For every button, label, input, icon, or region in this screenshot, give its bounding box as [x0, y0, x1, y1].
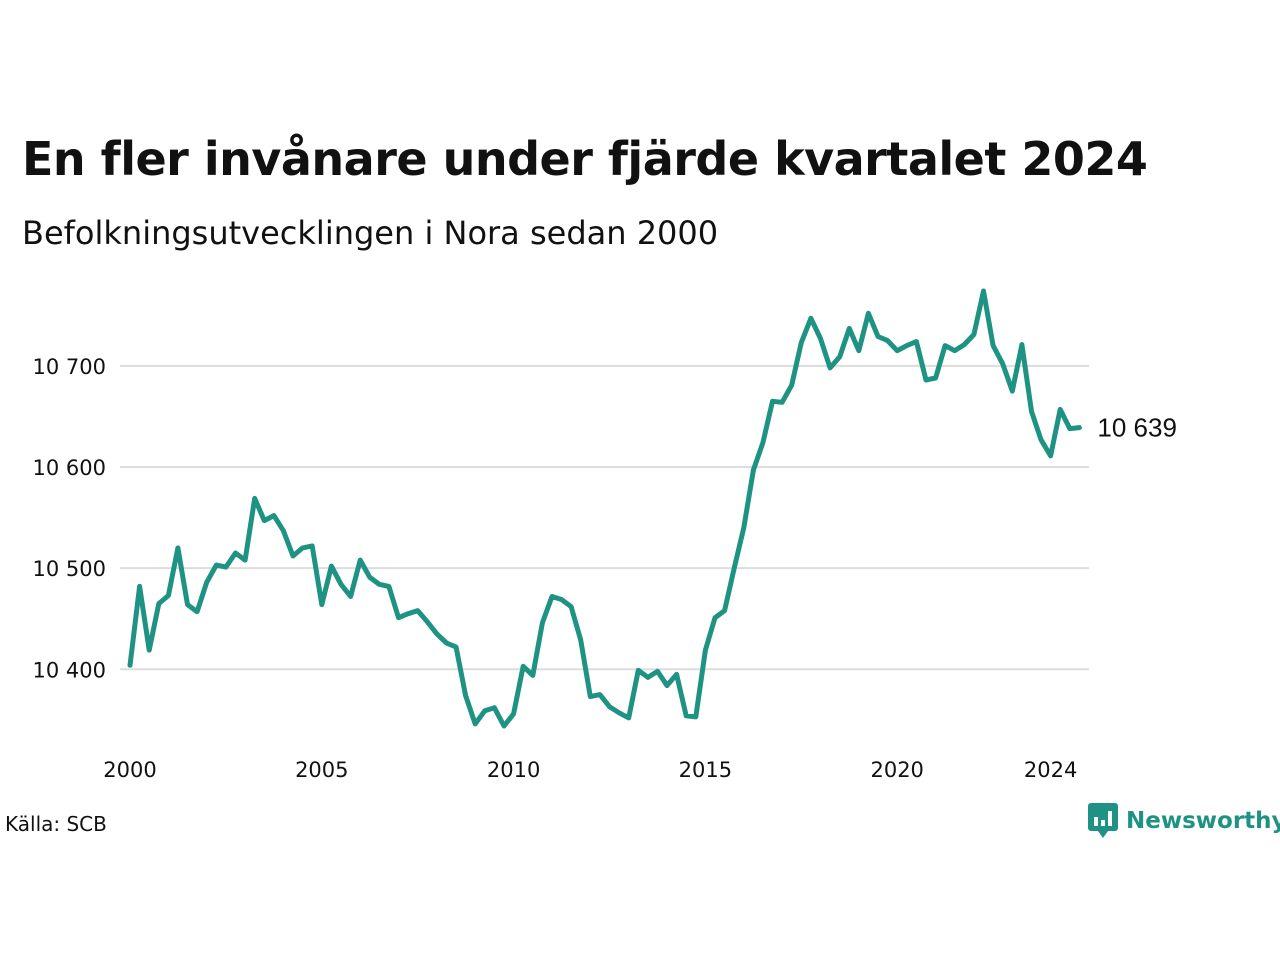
x-tick-label: 2015: [679, 758, 732, 782]
x-tick-label: 2005: [295, 758, 348, 782]
y-tick-label: 10 400: [33, 658, 106, 682]
end-value-label: 10 639: [1097, 413, 1177, 443]
brand-logo[interactable]: Newsworthy: [1088, 803, 1280, 839]
source-label: Källa: SCB: [5, 812, 107, 836]
brand-name: Newsworthy: [1126, 808, 1280, 834]
x-tick-label: 2000: [103, 758, 156, 782]
grid-lines: [120, 364, 1089, 671]
population-line: [127, 288, 1082, 729]
y-tick-label: 10 700: [33, 355, 106, 379]
x-tick-label: 2020: [870, 758, 923, 782]
x-tick-label: 2024: [1024, 758, 1077, 782]
y-tick-label: 10 500: [33, 557, 106, 581]
x-axis: 2000 2005 2010 2015 2020 2024: [103, 758, 1077, 782]
x-tick-label: 2010: [487, 758, 540, 782]
chart-subtitle: Befolkningsutvecklingen i Nora sedan 200…: [22, 214, 719, 252]
chart-title: En fler invånare under fjärde kvartalet …: [22, 132, 1148, 186]
y-axis: 10 400 10 500 10 600 10 700: [33, 355, 106, 682]
y-tick-label: 10 600: [33, 456, 106, 480]
newsworthy-logo-icon: [1088, 803, 1118, 838]
